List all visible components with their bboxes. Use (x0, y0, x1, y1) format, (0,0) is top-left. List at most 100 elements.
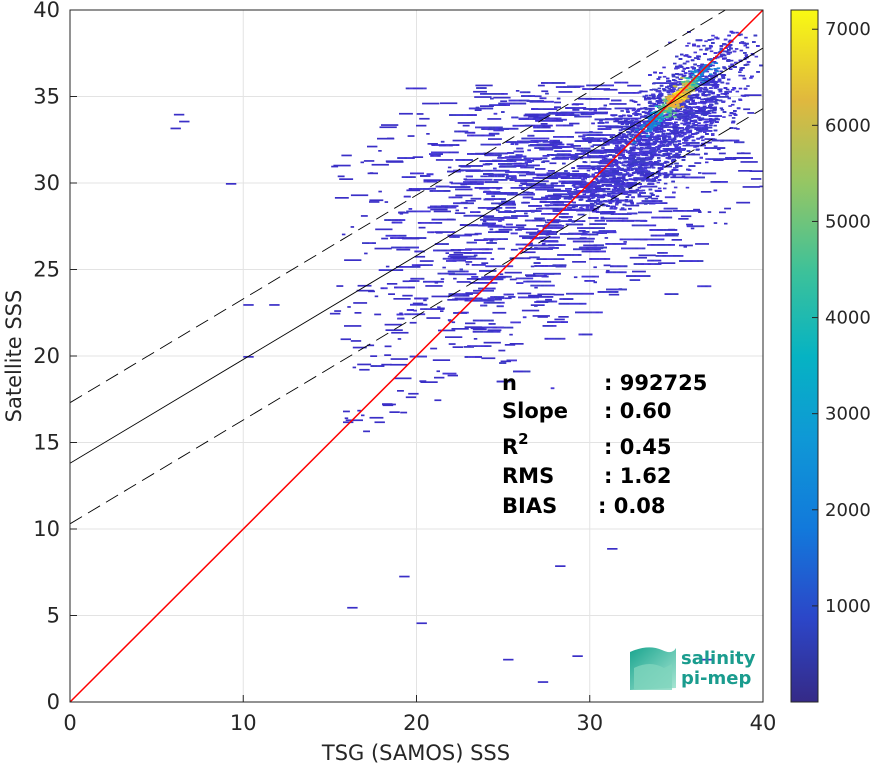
density-cell (613, 195, 618, 197)
density-cell (620, 117, 625, 120)
density-cell (634, 147, 639, 150)
density-cell (705, 161, 709, 164)
density-cell (555, 111, 559, 114)
density-cell (710, 76, 714, 79)
density-cell (674, 154, 678, 157)
density-cell (637, 122, 641, 124)
density-cell (689, 108, 693, 110)
density-cell (628, 138, 633, 140)
density-cell (673, 62, 677, 65)
density-cell (693, 119, 698, 122)
density-cell (612, 169, 617, 171)
density-cell (692, 67, 696, 69)
density-cell (752, 41, 756, 43)
density-cell (733, 114, 738, 116)
density-cell (745, 63, 750, 66)
density-cell (711, 78, 715, 81)
density-cell (705, 99, 709, 101)
density-cell (656, 148, 661, 151)
density-cell (637, 117, 642, 120)
density-cell (688, 70, 692, 73)
density-cell (636, 172, 641, 175)
density-cell (667, 138, 672, 141)
density-cell (690, 114, 695, 117)
density-cell (621, 187, 626, 190)
density-cell (501, 297, 505, 300)
density-cell (741, 67, 745, 69)
density-cell (708, 105, 712, 107)
density-cell (717, 88, 722, 91)
density-cell (622, 133, 626, 136)
density-cell (717, 148, 721, 151)
density-cell (637, 193, 641, 196)
density-cell (713, 124, 717, 127)
density-cell (679, 110, 684, 113)
density-cell (692, 44, 696, 47)
density-cell (605, 121, 609, 124)
density-cell (719, 55, 723, 58)
density-cell (646, 140, 651, 143)
density-cell (657, 87, 662, 90)
density-cell (614, 178, 618, 181)
density-cell (644, 98, 648, 101)
density-cell (666, 77, 670, 80)
density-cell (557, 174, 561, 177)
density-cell (612, 155, 616, 157)
density-cell (655, 90, 660, 93)
density-cell (659, 142, 663, 145)
density-cell (676, 67, 680, 69)
density-cell (656, 124, 661, 127)
density-cell (615, 197, 619, 200)
density-cell (683, 133, 687, 136)
density-cell (710, 38, 715, 41)
density-cell (709, 50, 714, 53)
density-cell (720, 93, 725, 95)
density-cell (652, 136, 657, 139)
density-cell (673, 128, 677, 130)
density-cell (674, 135, 679, 137)
density-cell (665, 124, 670, 127)
density-cell (626, 131, 630, 133)
density-cell (691, 122, 695, 125)
density-cell (658, 93, 662, 96)
density-cell (657, 159, 661, 162)
density-cell (649, 153, 654, 156)
density-cell (632, 147, 636, 149)
density-cell (618, 201, 622, 204)
density-cell (657, 101, 661, 104)
density-cell (622, 175, 626, 178)
density-cell (709, 45, 713, 48)
density-cell (701, 139, 705, 142)
density-cell (664, 123, 669, 125)
density-cell (572, 201, 576, 204)
density-cell (702, 102, 706, 105)
density-cell (497, 175, 502, 178)
density-cell (702, 108, 706, 111)
density-cell (627, 166, 631, 169)
density-cell (641, 139, 646, 142)
density-cell (701, 142, 705, 145)
density-cell (652, 178, 656, 181)
density-cell (697, 55, 701, 58)
density-cell (718, 90, 723, 93)
density-cell (714, 74, 718, 76)
density-cell (615, 189, 619, 192)
density-cell (682, 128, 687, 131)
density-cell (668, 41, 672, 44)
density-cell (709, 97, 714, 99)
density-cell (683, 136, 688, 139)
density-cell (703, 53, 707, 55)
density-cell (696, 129, 700, 132)
density-cell (685, 122, 690, 125)
density-cell (696, 45, 701, 48)
density-cell (690, 135, 695, 138)
density-cell (675, 162, 679, 165)
density-cell (695, 148, 700, 151)
density-cell (649, 157, 654, 160)
density-cell (741, 74, 746, 77)
density-cell (662, 142, 667, 144)
density-cell (701, 79, 706, 81)
density-cell (651, 93, 655, 96)
density-cell (658, 151, 662, 153)
